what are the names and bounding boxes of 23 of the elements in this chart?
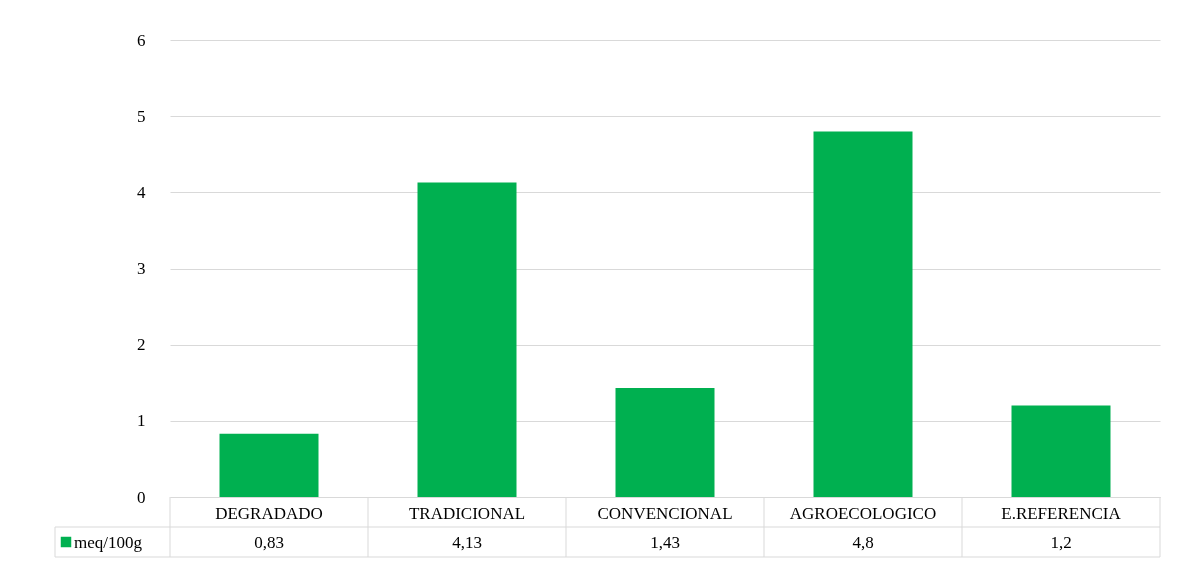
data-label: 1,43 — [650, 533, 680, 552]
bar — [615, 388, 715, 497]
bar — [219, 433, 319, 497]
x-tick-label: DEGRADADO — [215, 503, 323, 523]
x-tick-label: CONVENCIONAL — [597, 503, 733, 523]
x-tick-label: TRADICIONAL — [408, 503, 526, 523]
y-tick-label: 2 — [137, 335, 146, 355]
data-label: 4,8 — [852, 533, 874, 552]
data-label: 1,2 — [1050, 533, 1072, 552]
data-label: 4,13 — [452, 533, 482, 552]
y-tick-label: 4 — [137, 182, 146, 202]
bar — [813, 131, 913, 497]
x-tick-label: E.REFERENCIA — [1001, 503, 1122, 523]
x-tick-label: AGROECOLOGICO — [789, 503, 937, 523]
data-label: 0,83 — [254, 533, 284, 552]
legend-label: meq/100g — [74, 533, 143, 552]
y-tick-label: 5 — [137, 106, 146, 126]
y-tick-label: 1 — [137, 411, 146, 431]
y-tick-label: 6 — [137, 30, 146, 50]
y-tick-label: 0 — [137, 487, 146, 507]
bar — [417, 182, 517, 497]
y-tick-label: 3 — [137, 259, 146, 278]
bar — [1011, 405, 1111, 497]
